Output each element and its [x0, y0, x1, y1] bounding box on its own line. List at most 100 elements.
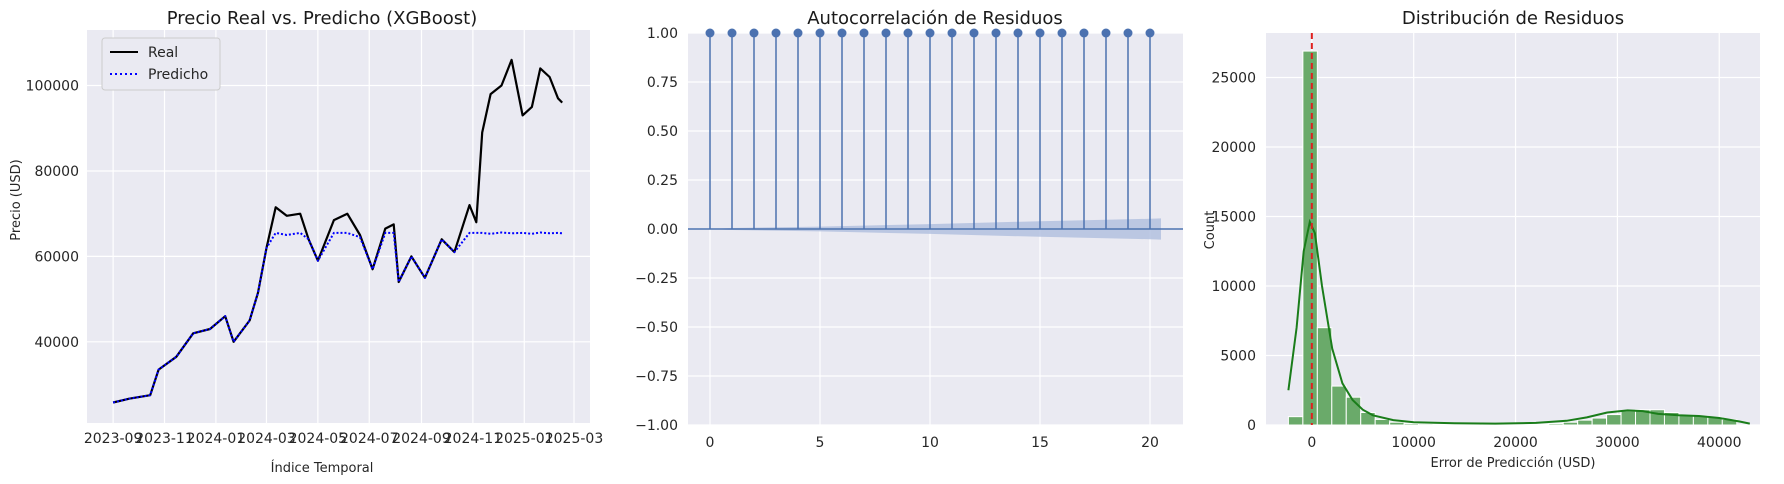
x-tick-label: 2024-03 [237, 431, 296, 447]
y-axis-label-price: Precio (USD) [9, 159, 24, 240]
x-tick-label: 5 [816, 435, 825, 451]
y-tick-label: 5000 [1220, 348, 1256, 364]
x-tick-label: 40000 [1697, 435, 1742, 451]
histogram-bar [1620, 410, 1637, 426]
x-axis-label-price: Índice Temporal [271, 460, 374, 476]
acf-marker [903, 28, 913, 38]
x-tick-label: 20 [1141, 435, 1159, 451]
chart-title-price: Precio Real vs. Predicho (XGBoost) [167, 8, 477, 29]
histogram-bar [1287, 416, 1304, 426]
y-tick-label: 80000 [34, 164, 79, 180]
x-tick-label: 2024-05 [289, 431, 348, 447]
histogram-bar [1374, 418, 1391, 426]
acf-marker [705, 28, 715, 38]
chart-title-acf: Autocorrelación de Residuos [807, 8, 1063, 29]
y-tick-label: −0.75 [635, 369, 678, 385]
acf-marker [1057, 28, 1067, 38]
acf-marker [1035, 28, 1045, 38]
x-tick-label: 2024-01 [187, 431, 246, 447]
grid-acf [688, 32, 1183, 426]
histogram-bar [1519, 423, 1535, 426]
acf-marker [969, 28, 979, 38]
acf-marker [815, 28, 825, 38]
y-tick-label: −0.25 [635, 271, 678, 287]
panel-price: 2023-092023-112024-012024-032024-052024-… [9, 8, 603, 476]
acf-marker [947, 28, 957, 38]
panel-acf: 0 5 10 15 20 −1.00 −0.75 −0.50 −0.25 0.00 0.25 0.50… [635, 8, 1183, 451]
bars-hist [1287, 33, 1751, 426]
acf-marker [1101, 28, 1111, 38]
y-tick-label: 60000 [34, 249, 79, 265]
histogram-bar [1533, 423, 1550, 426]
series-price [112, 58, 563, 404]
x-tick-label: 10000 [1391, 435, 1436, 451]
y-tick-label: 15000 [1211, 209, 1256, 225]
y-tick-label: 10000 [1211, 279, 1256, 295]
chart-title-hist: Distribución de Residuos [1402, 8, 1624, 29]
histogram-bar [1577, 419, 1593, 426]
x-axis-label-hist: Error de Predicción (USD) [1431, 456, 1596, 471]
x-tick-label: 2025-01 [495, 431, 554, 447]
histogram-bar [1403, 423, 1420, 426]
x-tick-label: 2023-09 [84, 431, 143, 447]
kde-curve [1287, 218, 1751, 425]
y-tick-label: 0.50 [647, 124, 678, 140]
histogram-bar [1432, 423, 1449, 426]
acf-marker [727, 28, 737, 38]
histogram-bar [1504, 423, 1521, 426]
histogram-bar [1302, 50, 1318, 426]
histogram-bar [1548, 423, 1564, 426]
y-tick-label: −0.50 [635, 320, 678, 336]
histogram-bar [1447, 423, 1463, 426]
histogram-bar [1389, 421, 1405, 426]
y-tick-label: 40000 [34, 335, 79, 351]
histogram-bar [1461, 423, 1477, 426]
x-tick-label: 15 [1031, 435, 1049, 451]
acf-marker [1079, 28, 1089, 38]
acf-marker [1123, 28, 1133, 38]
grid-price [87, 30, 590, 423]
acf-marker [1145, 28, 1155, 38]
y-tick-label: 0.75 [647, 75, 678, 91]
x-tick-label: 2024-11 [444, 431, 503, 447]
y-tick-label: 0.00 [647, 222, 678, 238]
histogram-bar [1606, 414, 1622, 426]
ticks-price: 2023-092023-112024-012024-032024-052024-… [26, 79, 604, 447]
y-tick-label: −1.00 [635, 418, 678, 434]
x-tick-label: 0 [706, 435, 715, 451]
y-tick-label: 1.00 [647, 26, 678, 42]
panel-hist: 0 10000 20000 30000 40000 0 5000 10000 15000 2000… [1203, 8, 1760, 471]
stems-acf [688, 28, 1183, 240]
plot-area-hist [1266, 33, 1760, 425]
x-tick-label: 2024-07 [340, 431, 399, 447]
x-tick-label: 20000 [1493, 435, 1538, 451]
x-tick-label: 2025-03 [545, 431, 604, 447]
x-tick-label: 30000 [1595, 435, 1640, 451]
series-line-predicho [112, 231, 563, 404]
acf-marker [859, 28, 869, 38]
acf-marker [749, 28, 759, 38]
histogram-bar [1562, 421, 1579, 426]
x-tick-label: 10 [921, 435, 939, 451]
histogram-bar [1316, 327, 1333, 426]
x-tick-label: 0 [1307, 435, 1316, 451]
acf-marker [837, 28, 847, 38]
acf-marker [925, 28, 935, 38]
acf-marker [1013, 28, 1023, 38]
ticks-hist: 0 10000 20000 30000 40000 0 5000 10000 15000 2000… [1211, 70, 1741, 451]
acf-marker [793, 28, 803, 38]
y-tick-label: 100000 [26, 79, 79, 95]
y-tick-label: 25000 [1211, 70, 1256, 86]
plot-area-price [87, 30, 590, 423]
x-tick-label: 2024-09 [392, 431, 451, 447]
y-tick-label: 0.25 [647, 173, 678, 189]
legend-price: Real Predicho [101, 37, 221, 91]
ticks-acf: 0 5 10 15 20 −1.00 −0.75 −0.50 −0.25 0.00 0.25 0.50… [635, 26, 1159, 451]
acf-marker [991, 28, 1001, 38]
legend-label-real: Real [148, 45, 178, 61]
y-axis-label-hist: Count [1203, 211, 1218, 250]
y-tick-label: 0 [1247, 418, 1256, 434]
y-tick-label: 20000 [1211, 140, 1256, 156]
x-tick-label: 2023-11 [135, 431, 194, 447]
